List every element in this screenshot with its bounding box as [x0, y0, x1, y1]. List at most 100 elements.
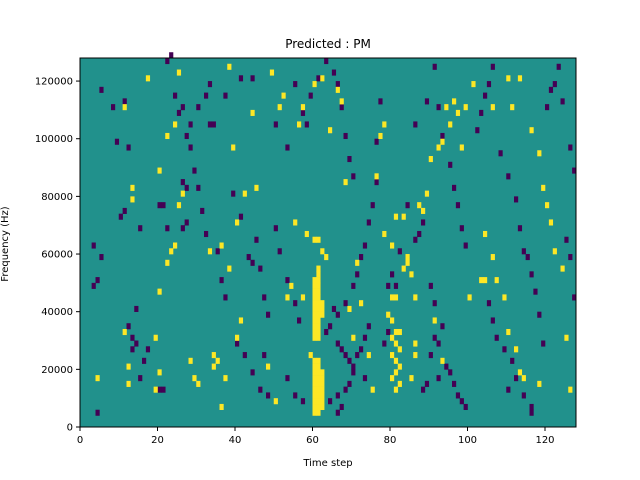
heatmap-cell-high — [506, 328, 511, 336]
heatmap-cell-high — [316, 294, 321, 301]
heatmap-cell-low — [479, 109, 484, 116]
chart-title: Predicted : PM — [285, 37, 371, 51]
heatmap-cell-high — [312, 277, 317, 284]
heatmap-cell-low — [339, 403, 344, 411]
heatmap-cell-high — [471, 81, 476, 88]
heatmap-cell-high — [545, 202, 550, 209]
heatmap-cell-low — [506, 386, 511, 393]
heatmap-cell-low — [533, 288, 538, 295]
heatmap-cell-high — [312, 334, 317, 341]
heatmap-cell-high — [157, 167, 162, 174]
heatmap-cell-low — [486, 81, 492, 88]
heatmap-cell-low — [436, 104, 441, 111]
heatmap-cell-high — [382, 230, 387, 238]
heatmap-cell-high — [219, 403, 224, 411]
heatmap-cell-high — [316, 403, 321, 411]
heatmap-cell-low — [490, 317, 495, 324]
heatmap-cell-low — [390, 271, 395, 278]
heatmap-cell-low — [157, 202, 162, 209]
heatmap-cell-high — [130, 196, 135, 203]
heatmap-cell-low — [541, 340, 546, 347]
heatmap-cell-high — [479, 277, 484, 284]
heatmap-cell-high — [320, 300, 325, 307]
heatmap-cell-low — [266, 392, 271, 399]
heatmap-cell-high — [421, 207, 426, 214]
heatmap-cell-high — [393, 386, 399, 393]
heatmap-cell-high — [312, 300, 317, 307]
heatmap-cell-high — [428, 156, 433, 163]
heatmap-cell-low — [335, 81, 340, 88]
heatmap-cell-high — [145, 75, 151, 82]
heatmap-cell-high — [316, 357, 321, 364]
heatmap-cell-high — [537, 380, 542, 387]
heatmap-cell-high — [312, 323, 317, 330]
heatmap-cell-high — [316, 271, 321, 278]
heatmap-cell-high — [366, 352, 371, 359]
heatmap-cell-high — [370, 386, 375, 393]
heatmap-cell-low — [514, 375, 519, 382]
heatmap-cell-high — [517, 369, 523, 376]
heatmap-cell-low — [521, 248, 526, 255]
heatmap-cell-low — [242, 352, 247, 359]
heatmap-cell-high — [483, 230, 488, 238]
heatmap-cell-high — [316, 363, 321, 370]
heatmap-cell-low — [134, 340, 139, 347]
heatmap-cell-low — [378, 98, 383, 105]
heatmap-cell-low — [335, 409, 340, 416]
heatmap-cell-low — [343, 300, 348, 307]
heatmap-cell-high — [316, 277, 321, 284]
heatmap-cell-low — [413, 121, 418, 128]
heatmap-cell-low — [138, 225, 143, 232]
heatmap-cell-low — [397, 248, 402, 255]
heatmap-cell-high — [312, 409, 317, 416]
heatmap-cell-high — [312, 288, 317, 295]
heatmap-cell-low — [200, 207, 205, 214]
heatmap-cell-high — [312, 398, 317, 405]
heatmap-cell-low — [436, 375, 441, 382]
heatmap-cell-high — [169, 248, 174, 255]
heatmap-cell-high — [397, 328, 402, 336]
heatmap-cell-low — [246, 254, 251, 261]
heatmap-cell-low — [324, 328, 329, 336]
heatmap-cell-high — [196, 380, 201, 387]
heatmap-cell-high — [374, 173, 379, 180]
heatmap-cell-low — [548, 86, 554, 93]
heatmap-cell-high — [188, 357, 193, 364]
heatmap-cell-high — [316, 380, 321, 387]
heatmap-cell-low — [324, 58, 329, 65]
heatmap-cell-low — [211, 121, 216, 128]
heatmap-cell-low — [111, 104, 116, 111]
heatmap-cell-low — [463, 403, 468, 411]
heatmap-cell-high — [316, 236, 321, 243]
heatmap-cell-high — [455, 109, 461, 116]
heatmap-cell-high — [176, 202, 182, 209]
heatmap-cell-low — [176, 109, 182, 116]
heatmap-cell-high — [494, 277, 499, 284]
heatmap-cell-high — [393, 340, 399, 347]
heatmap-cell-high — [413, 340, 418, 347]
heatmap-cell-low — [188, 144, 193, 151]
heatmap-cell-high — [343, 179, 348, 186]
heatmap-cell-high — [529, 127, 534, 134]
heatmap-cell-high — [409, 271, 414, 278]
heatmap-cell-low — [490, 63, 495, 70]
heatmap-cell-low — [207, 81, 213, 88]
x-tick-label: 0 — [77, 435, 83, 446]
heatmap-cell-high — [386, 311, 391, 318]
heatmap-cell-high — [405, 259, 410, 266]
heatmap-cell-low — [142, 357, 147, 364]
heatmap-cell-low — [514, 196, 519, 203]
heatmap-cell-low — [432, 300, 437, 307]
heatmap-cell-low — [277, 248, 282, 255]
x-tick-label: 100 — [458, 435, 477, 446]
heatmap-cell-low — [207, 121, 213, 128]
heatmap-cell-low — [118, 213, 123, 220]
heatmap-cell-low — [347, 380, 352, 387]
heatmap-cell-high — [409, 375, 414, 382]
heatmap-cell-low — [258, 265, 263, 272]
heatmap-cell-high — [273, 398, 278, 405]
heatmap-cell-low — [250, 369, 255, 376]
heatmap-cell-high — [517, 75, 523, 82]
heatmap-cell-low — [262, 352, 267, 359]
heatmap-cell-high — [393, 294, 399, 301]
